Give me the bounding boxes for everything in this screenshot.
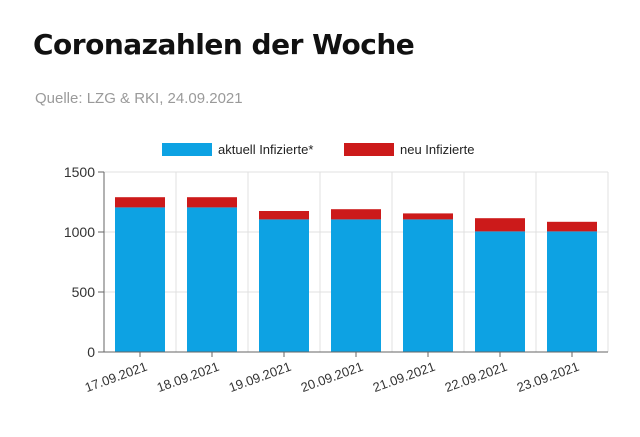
bar-neu-infizierte: [331, 209, 381, 220]
bars: [115, 197, 597, 352]
legend-swatch: [162, 143, 212, 156]
bar-aktuell-infizierte: [331, 219, 381, 352]
chart-source: Quelle: LZG & RKI, 24.09.2021: [35, 90, 243, 107]
legend-label: neu Infizierte: [400, 142, 474, 157]
bar-aktuell-infizierte: [403, 219, 453, 352]
y-tick-label: 500: [72, 284, 96, 300]
x-tick-label: 19.09.2021: [227, 359, 293, 395]
legend: aktuell Infizierte* neu Infizierte: [162, 142, 474, 157]
bar-aktuell-infizierte: [259, 219, 309, 352]
bar-neu-infizierte: [259, 211, 309, 220]
x-tick-label: 17.09.2021: [83, 359, 149, 395]
y-tick-label: 1500: [64, 164, 95, 180]
x-tick-label: 22.09.2021: [443, 359, 509, 395]
chart-title: Coronazahlen der Woche: [33, 28, 415, 61]
bar-aktuell-infizierte: [187, 207, 237, 352]
x-tick-label: 20.09.2021: [299, 359, 365, 395]
x-tick-label: 23.09.2021: [515, 359, 581, 395]
bar-neu-infizierte: [403, 213, 453, 220]
x-tick-label: 21.09.2021: [371, 359, 437, 395]
legend-swatch: [344, 143, 394, 156]
bar-aktuell-infizierte: [547, 231, 597, 352]
y-axis-ticks: 0 500 1000 1500: [64, 164, 104, 360]
bar-neu-infizierte: [115, 197, 165, 208]
y-tick-label: 0: [87, 344, 95, 360]
bar-neu-infizierte: [475, 218, 525, 232]
bar-neu-infizierte: [547, 221, 597, 232]
x-axis-ticks: 17.09.2021 18.09.2021 19.09.2021 20.09.2021…: [83, 352, 581, 395]
bar-neu-infizierte: [187, 197, 237, 208]
y-tick-label: 1000: [64, 224, 95, 240]
legend-label: aktuell Infizierte*: [218, 142, 313, 157]
bar-aktuell-infizierte: [115, 207, 165, 352]
x-tick-label: 18.09.2021: [155, 359, 221, 395]
bar-aktuell-infizierte: [475, 231, 525, 352]
